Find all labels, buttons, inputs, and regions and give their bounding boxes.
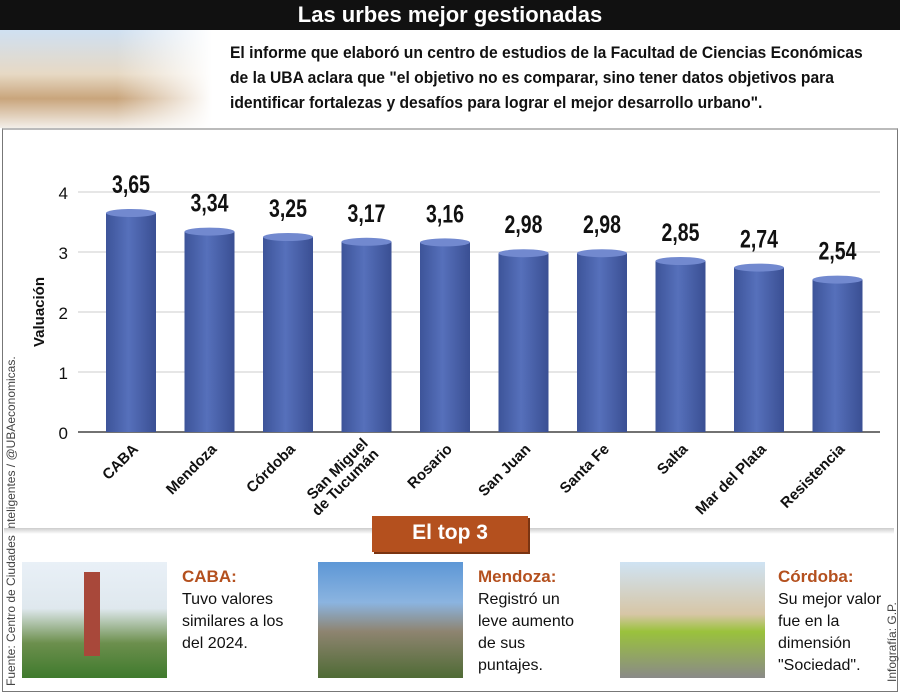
credit-note: Infografía: G.P. [885,602,899,682]
data-label: 2,74 [740,225,778,253]
bar [734,267,784,432]
intro-line: El informe que elaboró un centro de estu… [230,43,863,62]
card-title-caba: CABA: [182,567,237,586]
svg-text:Salta: Salta [654,440,692,478]
card-title-mendoza: Mendoza: [478,567,557,586]
y-axis-label: Valuación [31,277,48,347]
x-tick-label: Córdoba [243,440,299,496]
card-text-caba: Tuvo valores similares a los del 2024. [182,589,283,655]
bar-top [812,275,863,284]
bar [263,237,313,432]
card-text-mendoza: Registró un leve aumento de sus puntajes… [478,589,574,677]
data-label: 3,65 [112,171,150,199]
bar-top [577,249,627,258]
data-label: 2,85 [662,219,700,247]
card-line: puntajes. [478,657,543,674]
y-tick-label: 4 [59,184,68,203]
svg-text:Mar del Plata: Mar del Plata [692,440,770,518]
card-line: de sus [478,635,526,652]
data-label: 2,54 [819,237,857,265]
cordoba-photo [620,562,765,678]
page-title: Las urbes mejor gestionadas [0,0,900,30]
x-tick-label: CABA [99,441,142,484]
bar-top [184,227,235,236]
bar-top [655,257,706,265]
data-label: 3,34 [191,189,229,217]
card-line: Registró un [478,591,560,608]
x-tick-label: Resistencia [777,440,848,511]
card-title-cordoba: Córdoba: [778,567,854,586]
chart-panel [2,128,898,692]
bar-top [734,263,784,272]
clock-tower [84,572,100,656]
bar [812,279,863,432]
svg-text:Córdoba: Córdoba [243,440,299,496]
bar [577,253,627,432]
city-skyline-image [0,30,212,128]
bar [498,253,549,432]
bar [341,241,392,432]
card-line: fue en la [778,613,840,630]
intro-line: de la UBA aclara que "el objetivo no es … [230,68,834,87]
card-line: leve aumento [478,613,575,630]
svg-text:Rosario: Rosario [404,441,456,493]
x-tick-label: San Juan [475,441,534,500]
bar-chart: 0 1 2 3 4 3,65 CABA 3,34 Mendoza 3,25 Córdoba 3,17… [31,171,880,519]
card-text-cordoba: Su mejor valor fue en la dimensión "Soci… [778,589,881,677]
card-line: "Sociedad". [778,657,861,674]
data-label: 3,16 [426,200,464,228]
bar-top [263,233,313,241]
svg-text:Resistencia: Resistencia [777,440,848,511]
bar-top [498,249,549,258]
svg-text:San Juan: San Juan [475,441,534,500]
bar-top [420,238,470,247]
data-label: 2,98 [583,211,621,239]
x-tick-label: Rosario [404,441,456,493]
bar [420,242,470,432]
card-line: Tuvo valores [182,591,273,608]
card-line: dimensión [778,635,851,652]
svg-text:Santa Fe: Santa Fe [557,441,613,497]
intro-text: El informe que elaboró un centro de estu… [230,40,863,115]
bar [106,213,156,432]
bar [655,261,706,432]
y-tick-label: 0 [59,424,68,443]
card-line: similares a los [182,613,284,630]
x-tick-label: Mendoza [163,440,221,498]
data-label: 3,17 [348,199,386,227]
x-tick-label: Mar del Plata [692,440,770,518]
svg-text:CABA: CABA [99,441,142,484]
bar-top [341,237,392,246]
y-tick-label: 1 [59,364,68,383]
card-line: Su mejor valor [778,591,882,608]
mendoza-photo [318,562,463,678]
data-label: 2,98 [505,211,543,239]
x-tick-label: Salta [654,440,692,478]
x-tick-label: Santa Fe [557,441,613,497]
bar-top [106,209,156,217]
y-tick-label: 3 [59,244,68,263]
card-line: del 2024. [182,635,248,652]
caba-photo [22,562,167,678]
bar [184,231,235,432]
y-tick-label: 2 [59,304,68,323]
svg-text:Mendoza: Mendoza [163,440,221,498]
intro-line: identificar fortalezas y desafíos para l… [230,93,763,112]
data-label: 3,25 [269,195,307,223]
top3-banner: El top 3 [372,516,528,552]
